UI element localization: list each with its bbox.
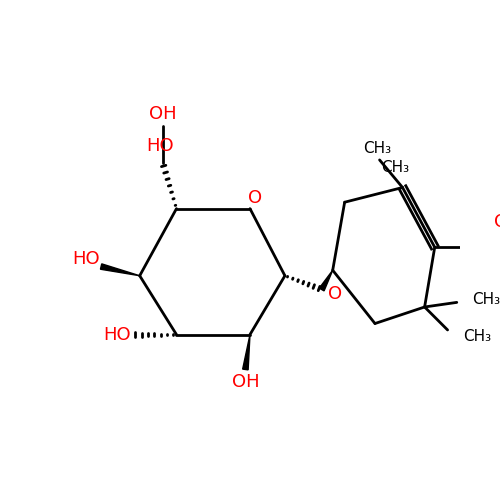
- Polygon shape: [242, 334, 250, 370]
- Text: CH₃: CH₃: [463, 329, 492, 344]
- Text: O: O: [494, 212, 500, 230]
- Text: O: O: [328, 285, 342, 303]
- Polygon shape: [100, 264, 140, 276]
- Text: HO: HO: [103, 326, 130, 344]
- Text: CH₃: CH₃: [363, 142, 391, 156]
- Text: CH₃: CH₃: [381, 160, 410, 175]
- Text: OH: OH: [149, 105, 176, 123]
- Text: O: O: [248, 188, 262, 206]
- Text: HO: HO: [146, 137, 174, 155]
- Text: OH: OH: [232, 374, 259, 392]
- Text: CH₃: CH₃: [472, 292, 500, 307]
- Polygon shape: [320, 270, 332, 291]
- Text: HO: HO: [72, 250, 100, 268]
